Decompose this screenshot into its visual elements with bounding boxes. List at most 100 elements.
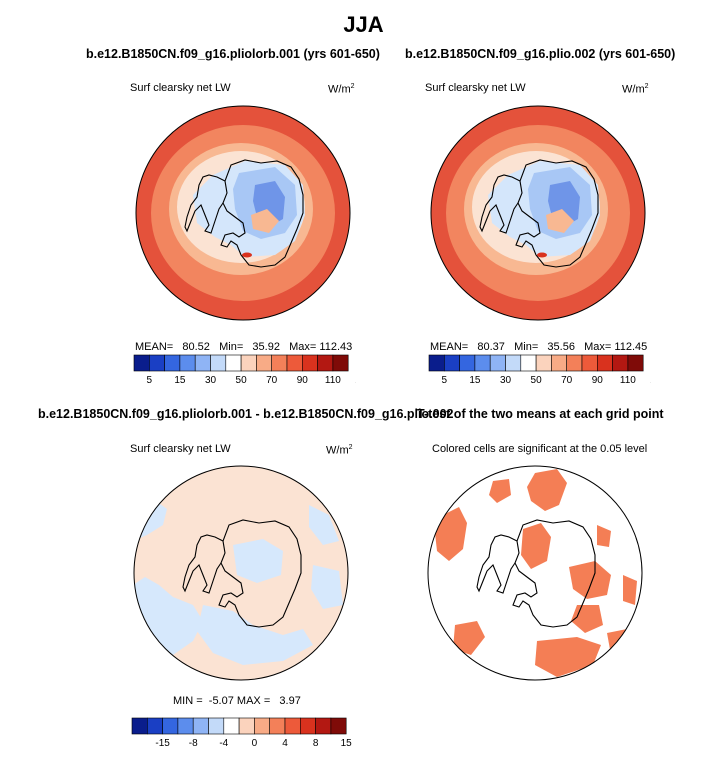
panel-4-map-signif-cell <box>527 469 567 511</box>
panel-3-colorbar-swatch <box>238 717 255 735</box>
panel-3-colorbar-swatch <box>254 717 271 735</box>
panel-3-colorbar-tick-label: -8 <box>189 738 198 749</box>
panel-4-subtitle: Colored cells are significant at the 0.0… <box>432 443 648 455</box>
panel-4-map-signif-cell <box>623 575 637 605</box>
panel-4-map-border <box>427 465 643 681</box>
panel-3-title: b.e12.B1850CN.f09_g16.pliolorb.001 - b.e… <box>38 407 454 421</box>
panel-2-title: b.e12.B1850CN.f09_g16.plio.002 (yrs 601-… <box>405 47 676 61</box>
panel-3-colorbar-swatch <box>284 717 301 735</box>
panel-2-colorbar-swatch <box>489 354 506 372</box>
panel-2-colorbar-swatch <box>551 354 568 372</box>
panel-2-colorbar-tick-label: 50 <box>531 375 543 386</box>
panel-3-map-cool-east <box>311 565 343 609</box>
panel-1-colorbar-tick-label: 5 <box>147 375 153 386</box>
panel-2-colorbar-tick-label: 70 <box>561 375 573 386</box>
panel-3-map-coastline <box>218 519 302 628</box>
panel-1-stats: MEAN= 80.52 Min= 35.92 Max= 112.43 <box>135 341 353 353</box>
panel-3-subtitle: Surf clearsky net LW <box>130 443 231 455</box>
panel-2-colorbar-swatch <box>428 354 445 372</box>
panel-1-colorbar-swatch <box>332 354 349 372</box>
panel-2-colorbar-tick-label: 30 <box>500 375 512 386</box>
panel-3-map-peninsula <box>182 534 224 594</box>
panel-3-map-cool-south <box>197 605 313 665</box>
panel-3-units: W/m2 <box>326 444 353 457</box>
panel-2-colorbar-tick-label: 5 <box>442 375 448 386</box>
panel-1-colorbar-tick-label: 50 <box>236 375 248 386</box>
panel-4-map <box>427 465 643 681</box>
panel-1-colorbar-swatch <box>210 354 227 372</box>
panel-3-colorbar-swatch <box>223 717 240 735</box>
panel-3-map-cool-ne <box>309 505 339 545</box>
panel-2-colorbar-tick-label: 130 <box>650 375 651 386</box>
panel-3-colorbar-swatch <box>330 717 347 735</box>
panel-4-map-signif-cell <box>521 523 551 569</box>
panel-2-map-warm-streak <box>546 209 574 233</box>
panel-1-colorbar-swatch <box>302 354 318 372</box>
panel-1-map-border <box>135 105 351 321</box>
panel-1-colorbar-tick-label: 70 <box>266 375 278 386</box>
panel-2-subtitle: Surf clearsky net LW <box>425 82 526 94</box>
panel-1-colorbar-swatch <box>194 354 211 372</box>
panel-2-map-border <box>430 105 646 321</box>
panel-4-map-signif-cell <box>569 561 611 599</box>
panel-3-map-border <box>133 465 349 681</box>
panel-4-map-signif-cell <box>489 479 511 503</box>
panel-2-map-coastline <box>515 159 599 268</box>
panel-3-colorbar: -15 -8 -4 0 4 8 15 <box>131 717 353 749</box>
panel-1-colorbar-swatch <box>225 354 242 372</box>
panel-1-colorbar-swatch <box>133 354 150 372</box>
panel-1-map-peninsula <box>184 174 226 234</box>
panel-3-map-cool-inland <box>233 539 283 583</box>
panel-2-colorbar-swatch <box>459 354 476 372</box>
panel-4-map-coastline <box>512 519 596 628</box>
panel-2-stats: MEAN= 80.37 Min= 35.56 Max= 112.45 <box>430 341 648 353</box>
panel-3-colorbar-tick-label: 15 <box>341 738 353 749</box>
panel-1-colorbar-swatch <box>164 354 181 372</box>
panel-2-colorbar-swatch <box>474 354 491 372</box>
panel-1-colorbar: 5 15 30 50 70 90 110 130 <box>133 354 356 386</box>
panel-4-map-signif-cell <box>597 525 611 547</box>
panel-2-colorbar-swatch <box>505 354 522 372</box>
panel-1-colorbar-swatch <box>148 354 165 372</box>
panel-2-map <box>430 105 646 321</box>
panel-4-map-signif-cell <box>435 507 467 561</box>
panel-2-colorbar-swatch <box>535 354 552 372</box>
panel-2-colorbar-tick-label: 110 <box>620 375 636 386</box>
panel-2-colorbar: 5 15 30 50 70 90 110 130 <box>428 354 651 386</box>
panel-2-colorbar-tick-label: 15 <box>469 375 481 386</box>
panel-1-colorbar-tick-label: 130 <box>355 375 356 386</box>
panel-4-map-signif-cell <box>453 621 485 655</box>
panel-2-colorbar-swatch <box>566 354 583 372</box>
panel-2-units: W/m2 <box>622 83 649 96</box>
panel-4-map-peninsula <box>476 534 518 594</box>
panel-3-colorbar-swatch <box>315 717 332 735</box>
panel-4-title: T-test of the two means at each grid poi… <box>417 407 664 421</box>
panel-2-colorbar-swatch <box>597 354 613 372</box>
panel-1-map-warm-streak <box>251 209 279 233</box>
panel-3-colorbar-tick-label: 4 <box>282 738 288 749</box>
panel-3-colorbar-tick-label: 8 <box>313 738 319 749</box>
panel-1-map-hot-spot <box>242 252 252 258</box>
panel-1-colorbar-swatch <box>271 354 288 372</box>
panel-3-colorbar-swatch <box>162 717 179 735</box>
panel-2-colorbar-swatch <box>581 354 598 372</box>
panel-3-colorbar-swatch <box>300 717 316 735</box>
panel-2-colorbar-swatch <box>520 354 537 372</box>
panel-1-title: b.e12.B1850CN.f09_g16.pliolorb.001 (yrs … <box>86 47 380 61</box>
panel-3-colorbar-tick-label: -4 <box>219 738 228 749</box>
panel-2-map-hot-spot <box>537 252 547 258</box>
panel-1-subtitle: Surf clearsky net LW <box>130 82 231 94</box>
panel-1-colorbar-tick-label: 110 <box>325 375 341 386</box>
panel-1-map <box>135 105 351 321</box>
panel-2-colorbar-swatch <box>443 354 460 372</box>
panel-2-colorbar-swatch <box>612 354 629 372</box>
panel-3-colorbar-swatch <box>131 717 148 735</box>
panel-1-colorbar-tick-label: 15 <box>174 375 186 386</box>
panel-1-colorbar-swatch <box>317 354 334 372</box>
panel-3-colorbar-swatch <box>269 717 286 735</box>
panel-2-map-peninsula <box>479 174 521 234</box>
panel-3-colorbar-tick-label: -15 <box>155 738 170 749</box>
panel-1-colorbar-swatch <box>256 354 273 372</box>
panel-3-colorbar-swatch <box>208 717 225 735</box>
panel-3-stats: MIN = -5.07 MAX = 3.97 <box>173 695 301 707</box>
